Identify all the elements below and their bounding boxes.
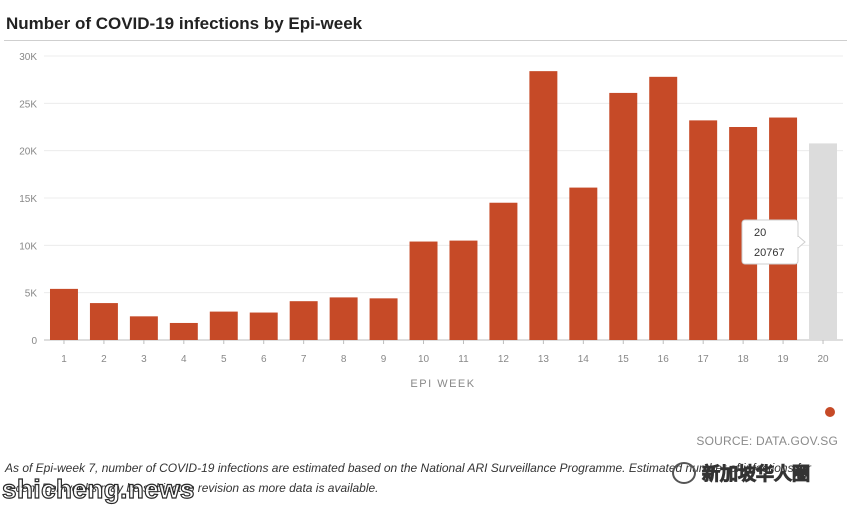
x-tick-label: 12 — [498, 354, 510, 365]
bar-week-1[interactable] — [49, 288, 78, 340]
bar-tooltip: 20 20767 — [741, 219, 806, 265]
x-tick-label: 8 — [341, 354, 347, 365]
bar-week-4[interactable] — [169, 322, 198, 340]
x-tick-label: 19 — [778, 354, 790, 365]
source-label: SOURCE: DATA.GOV.SG — [696, 434, 838, 448]
x-tick-label: 9 — [381, 354, 387, 365]
x-axis-ticks: 1 2 3 4 5 6 7 8 9 10 11 12 13 14 15 16 17 18 19 20 — [61, 340, 829, 365]
bar-week-9[interactable] — [369, 298, 398, 340]
bar-week-15[interactable] — [609, 92, 638, 340]
bar-week-6[interactable] — [249, 312, 278, 340]
bar-week-10[interactable] — [409, 241, 438, 340]
wechat-logo-icon — [672, 462, 696, 484]
bar-week-8[interactable] — [329, 297, 358, 340]
x-tick-label: 6 — [261, 354, 267, 365]
y-tick-label: 10K — [19, 241, 37, 252]
bar-week-11[interactable] — [449, 240, 478, 340]
y-axis-ticks: 0 5K 10K 15K 20K 25K 30K — [19, 52, 37, 347]
x-axis-label: EPI WEEK — [410, 378, 475, 390]
y-tick-label: 5K — [25, 289, 38, 300]
gridlines — [44, 55, 843, 341]
x-tick-label: 20 — [817, 354, 829, 365]
bar-week-5[interactable] — [209, 311, 238, 340]
bar-week-20[interactable] — [809, 143, 838, 340]
watermark-text-right: 新加坡华人圈 — [702, 464, 811, 485]
y-tick-label: 0 — [31, 336, 37, 347]
x-tick-label: 15 — [618, 354, 630, 365]
bar-week-7[interactable] — [289, 301, 318, 340]
y-tick-label: 30K — [19, 52, 37, 63]
x-tick-label: 3 — [141, 354, 147, 365]
x-tick-label: 17 — [698, 354, 710, 365]
x-tick-label: 7 — [301, 354, 307, 365]
x-tick-label: 4 — [181, 354, 187, 365]
bar-week-3[interactable] — [129, 316, 158, 340]
y-tick-label: 25K — [19, 99, 37, 110]
y-tick-label: 20K — [19, 147, 37, 158]
chart-title: Number of COVID-19 infections by Epi-wee… — [6, 14, 363, 33]
y-tick-label: 15K — [19, 194, 37, 205]
bar-week-13[interactable] — [529, 71, 558, 340]
x-tick-label: 5 — [221, 354, 227, 365]
bar-week-12[interactable] — [489, 202, 518, 340]
pagination-dot[interactable] — [825, 407, 835, 417]
bars — [49, 71, 838, 341]
tooltip-pointer — [797, 234, 806, 250]
x-tick-label: 10 — [418, 354, 430, 365]
watermark-right: 新加坡华人圈 — [672, 460, 810, 486]
title-divider — [4, 40, 847, 41]
x-tick-label: 2 — [101, 354, 107, 365]
x-tick-label: 11 — [458, 354, 469, 365]
bar-week-16[interactable] — [649, 76, 678, 341]
x-tick-label: 16 — [658, 354, 670, 365]
watermark-text-left: shicheng.news — [1, 473, 195, 504]
tooltip-label: 20 — [754, 227, 766, 239]
footnote: As of Epi-week 7, number of COVID-19 inf… — [5, 461, 811, 495]
x-tick-label: 18 — [738, 354, 750, 365]
bar-week-2[interactable] — [89, 303, 118, 340]
x-tick-label: 13 — [538, 354, 550, 365]
x-tick-label: 14 — [578, 354, 590, 365]
tooltip-value: 20767 — [754, 247, 785, 259]
bar-week-17[interactable] — [689, 120, 718, 340]
bar-week-14[interactable] — [569, 187, 598, 340]
x-tick-label: 1 — [61, 354, 67, 365]
